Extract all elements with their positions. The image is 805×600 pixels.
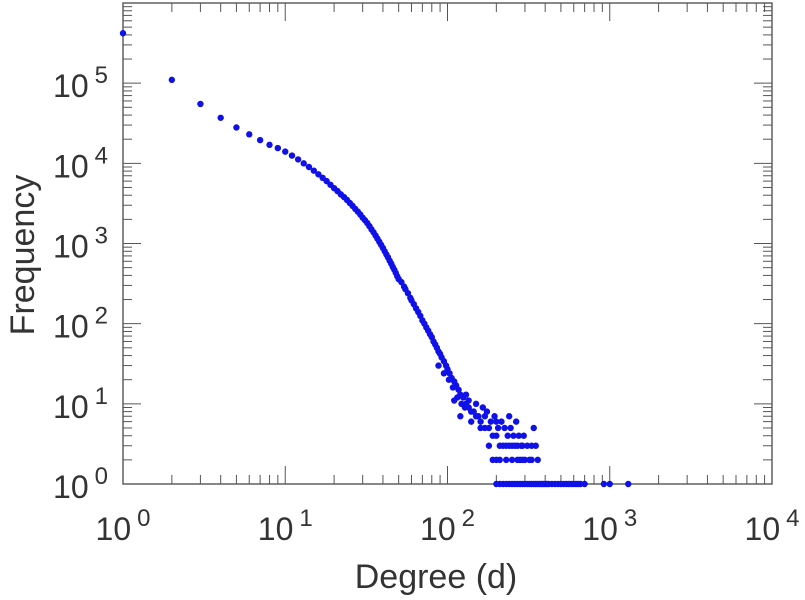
data-point (625, 480, 632, 488)
data-point (496, 456, 503, 464)
y-axis-label: Frequency (4, 175, 42, 336)
data-point (514, 442, 521, 449)
data-point (491, 413, 498, 420)
data-point (315, 171, 322, 178)
data-point (519, 442, 526, 449)
data-points (119, 30, 632, 488)
data-point (465, 397, 472, 404)
data-point (472, 400, 480, 408)
data-point (528, 442, 535, 449)
data-point (502, 456, 510, 464)
data-point (477, 424, 484, 432)
data-point (475, 413, 482, 420)
data-point (512, 418, 520, 425)
data-point (485, 442, 493, 449)
data-point (462, 391, 470, 398)
data-point (521, 456, 529, 464)
x-tick-labels: 10 0 10 1 10 2 10 3 10 4 (96, 505, 800, 547)
data-point (528, 456, 535, 464)
data-point (504, 432, 511, 439)
data-point (256, 136, 264, 144)
x-tick-label: 10 2 (420, 505, 475, 547)
data-point (197, 100, 204, 108)
data-point (305, 163, 313, 171)
data-point (487, 418, 495, 425)
y-tick-label: 10 1 (53, 383, 108, 425)
x-tick-label: 10 3 (582, 505, 637, 547)
data-point (498, 418, 505, 425)
data-point (455, 386, 462, 393)
x-axis-label: Degree (d) (355, 558, 518, 596)
data-point (505, 413, 513, 420)
data-point (508, 442, 516, 449)
data-point (266, 141, 273, 149)
data-point (501, 424, 508, 432)
data-point (493, 432, 500, 439)
data-point (600, 480, 608, 488)
x-tick-label: 10 0 (96, 505, 151, 547)
data-point (479, 404, 486, 411)
data-point (477, 418, 484, 425)
data-point (217, 114, 224, 121)
data-point (470, 408, 477, 415)
axis-ticks (122, 3, 772, 485)
data-point (494, 424, 502, 432)
data-point (520, 432, 527, 439)
data-point (440, 370, 448, 377)
data-point (310, 167, 318, 174)
data-point (581, 480, 588, 488)
x-tick-label: 10 4 (745, 505, 800, 547)
data-point (508, 456, 516, 464)
data-point (510, 432, 517, 439)
data-point (507, 424, 514, 432)
data-point (451, 397, 458, 404)
y-tick-label: 10 3 (53, 223, 108, 265)
data-point (534, 456, 541, 464)
y-tick-label: 10 0 (53, 463, 108, 505)
x-tick-label: 10 1 (258, 505, 313, 547)
data-point (168, 76, 176, 84)
data-point (457, 413, 464, 420)
data-point (530, 424, 537, 432)
plot-area (122, 2, 773, 485)
y-tick-label: 10 4 (53, 142, 108, 184)
data-point (119, 30, 127, 37)
data-point (274, 144, 282, 152)
data-point (481, 413, 489, 420)
data-point (515, 432, 522, 439)
data-point (435, 362, 442, 369)
data-point (294, 156, 302, 163)
data-point (606, 480, 613, 488)
data-point (524, 442, 531, 449)
data-point (300, 160, 307, 167)
data-point (445, 376, 453, 383)
data-point (449, 384, 457, 391)
data-point (282, 148, 289, 155)
data-point (246, 131, 253, 138)
data-point (288, 152, 296, 159)
data-point (485, 424, 493, 432)
data-point (461, 404, 469, 411)
y-tick-label: 10 2 (53, 303, 108, 345)
plot-frame (122, 2, 773, 485)
data-point (233, 124, 240, 131)
y-tick-label: 10 5 (53, 62, 108, 104)
data-point (493, 418, 500, 425)
data-point (468, 418, 475, 425)
